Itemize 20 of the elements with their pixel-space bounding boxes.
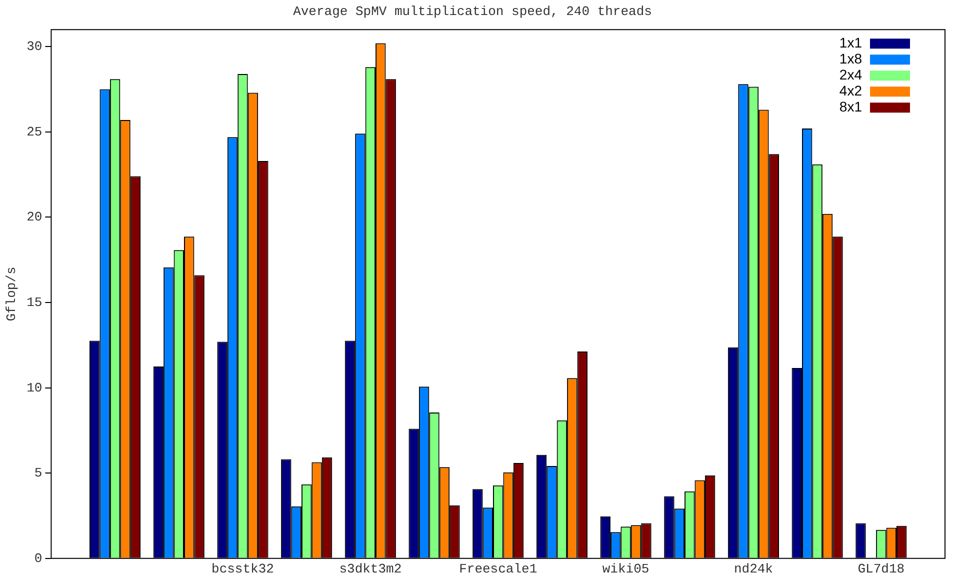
y-tick-label: 5	[34, 466, 42, 481]
y-tick-label: 10	[26, 380, 42, 396]
x-tick-label: s3dkt3m2	[339, 562, 402, 577]
chart-title: Average SpMV multiplication speed, 240 threads	[293, 4, 652, 20]
x-tick-label: Freescale1	[459, 562, 538, 577]
y-tick-label: 30	[26, 39, 42, 54]
x-tick-label: GL7d18	[858, 562, 905, 577]
legend-label: 8x1	[839, 98, 862, 114]
legend-label: 1x8	[839, 50, 862, 66]
y-tick-label: 25	[26, 124, 42, 140]
x-tick-label: nd24k	[734, 562, 774, 577]
y-tick-label: 15	[26, 294, 42, 310]
x-tick-label: wiki05	[602, 562, 650, 577]
y-axis-title: Gflop/s	[4, 266, 20, 322]
legend-label: 1x1	[839, 34, 862, 50]
y-tick-label: 20	[26, 210, 42, 225]
x-tick-label: bcsstk32	[212, 562, 274, 577]
legend-label: 4x2	[839, 82, 862, 98]
legend-label: 2x4	[839, 66, 862, 82]
y-tick-label: 0	[34, 550, 42, 566]
